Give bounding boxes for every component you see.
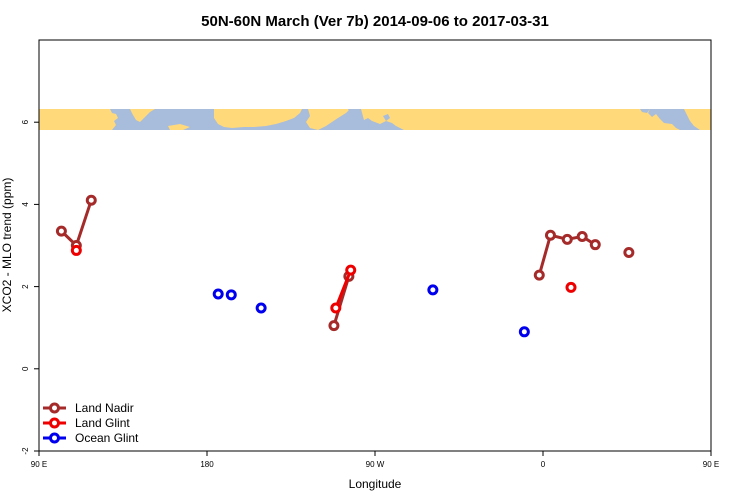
legend-label: Land Glint [75, 416, 130, 430]
y-tick-label: 6 [21, 119, 30, 124]
data-point [544, 229, 556, 241]
data-point [330, 302, 342, 314]
data-point [533, 269, 545, 281]
legend-swatch-marker [49, 402, 60, 414]
legend-label: Land Nadir [75, 401, 134, 415]
data-point [328, 320, 340, 332]
data-point [85, 194, 97, 206]
data-point [212, 288, 224, 300]
legend-swatch-marker [49, 432, 60, 444]
y-axis: -2 0 2 4 6 [21, 119, 39, 455]
data-point [225, 289, 237, 301]
x-tick-label: 0 [541, 460, 546, 469]
data-point [733, 246, 741, 254]
chart-title: 50N-60N March (Ver 7b) 2014-09-06 to 201… [201, 13, 549, 30]
series-2 [212, 284, 530, 338]
data-point [623, 246, 635, 258]
data-point [718, 227, 726, 235]
x-tick-label: 90 E [703, 460, 719, 469]
map-band [39, 109, 711, 130]
y-tick-label: 4 [21, 202, 30, 207]
x-axis: 90 E 180 90 W 0 90 E [31, 451, 719, 469]
series-line [334, 269, 353, 309]
data-point [345, 264, 357, 276]
plot-frame [38, 39, 712, 452]
data-point [255, 302, 267, 314]
data-point [589, 239, 601, 251]
data-point [576, 230, 588, 242]
data-point [427, 284, 439, 296]
map-band-land [39, 109, 711, 130]
map-band-inlets [348, 109, 650, 121]
data-point [561, 233, 573, 245]
x-tick-label: 180 [200, 460, 214, 469]
series-layer [55, 194, 750, 338]
y-tick-label: 0 [21, 366, 30, 371]
data-point [518, 326, 530, 338]
x-tick-label: 90 E [31, 460, 47, 469]
legend-swatch-marker [49, 417, 60, 429]
y-axis-label: XCO2 - MLO trend (ppm) [0, 178, 14, 313]
y-tick-label: -2 [21, 447, 30, 455]
series-line [722, 200, 750, 245]
legend-label: Ocean Glint [75, 431, 139, 445]
series-1 [70, 244, 741, 314]
x-tick-label: 90 W [366, 460, 385, 469]
data-point [55, 225, 67, 237]
data-point [733, 242, 741, 250]
data-point [70, 244, 82, 256]
series-line [60, 199, 93, 249]
y-tick-label: 2 [21, 284, 30, 289]
data-point [565, 281, 577, 293]
x-axis-label: Longitude [349, 477, 402, 491]
series-0 [55, 194, 750, 332]
